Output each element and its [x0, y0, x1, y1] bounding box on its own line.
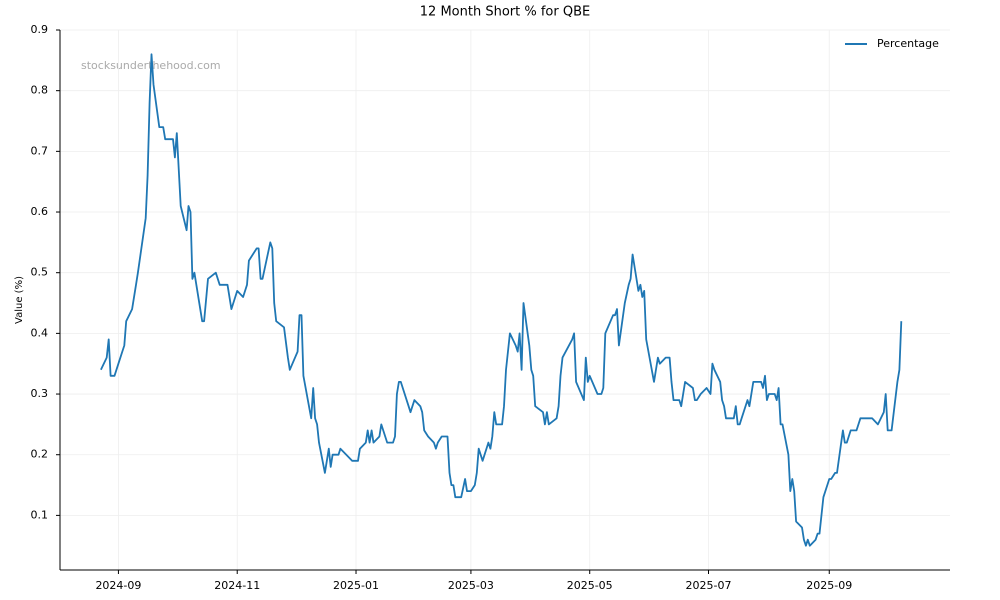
- x-tick-label: 2025-09: [806, 579, 852, 592]
- y-tick-label: 0.5: [31, 266, 49, 279]
- data-line: [100, 53, 903, 547]
- x-tick-label: 2024-09: [95, 579, 141, 592]
- y-tick-label: 0.8: [31, 84, 49, 97]
- chart-title: 12 Month Short % for QBE: [420, 5, 590, 20]
- x-tick-label: 2024-11: [214, 579, 260, 592]
- x-tick-label: 2025-05: [567, 579, 613, 592]
- x-tick-label: 2025-03: [448, 579, 494, 592]
- y-tick-label: 0.4: [31, 326, 49, 339]
- y-tick-label: 0.6: [31, 205, 49, 218]
- x-tick-label: 2025-01: [333, 579, 379, 592]
- legend-label: Percentage: [877, 37, 939, 50]
- y-tick-label: 0.2: [31, 448, 49, 461]
- y-axis-label: Value (%): [14, 276, 25, 324]
- y-tick-label: 0.9: [31, 23, 49, 36]
- y-tick-label: 0.3: [31, 387, 49, 400]
- x-tick-label: 2025-07: [686, 579, 732, 592]
- y-tick-label: 0.7: [31, 144, 49, 157]
- y-tick-label: 0.1: [31, 508, 49, 521]
